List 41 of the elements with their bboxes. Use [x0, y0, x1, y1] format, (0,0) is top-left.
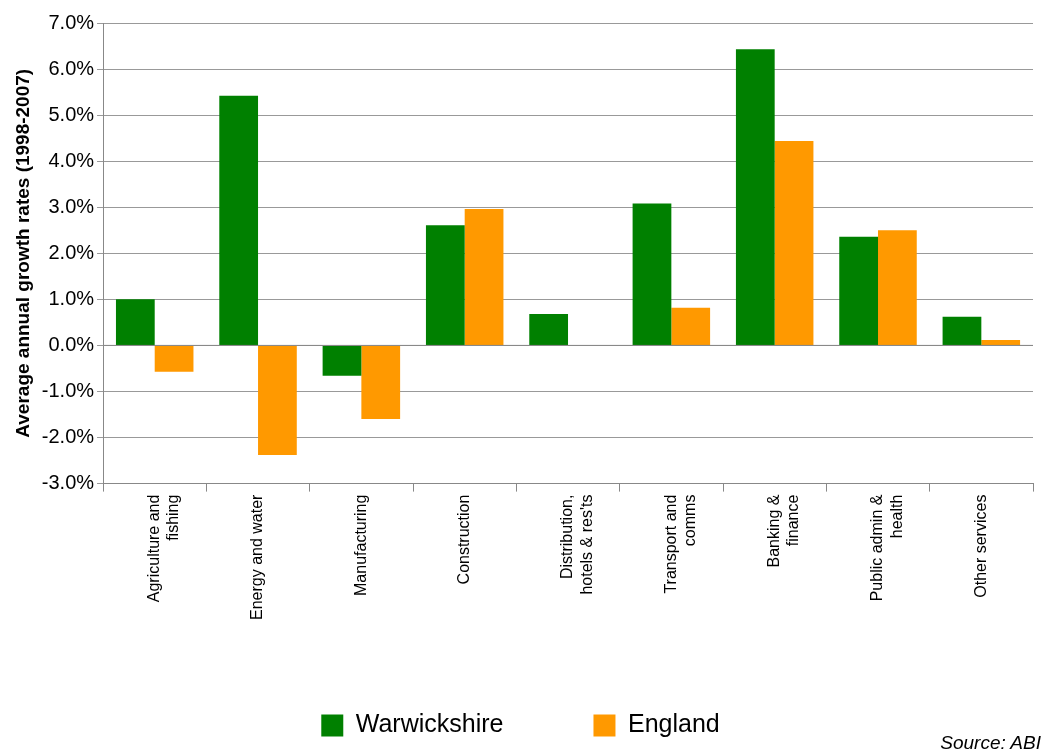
bar: [258, 345, 297, 456]
y-tick-label: 4.0%: [48, 148, 95, 171]
y-tick-label: -3.0%: [41, 471, 95, 494]
source-note: Source: ABI: [940, 732, 1041, 754]
y-tick-label: -1.0%: [41, 378, 95, 401]
bar: [154, 345, 194, 372]
bar: [632, 203, 672, 345]
bar: [464, 209, 504, 345]
y-tick-label: 6.0%: [48, 56, 95, 79]
x-tick-label: Agriculture and fishing: [145, 494, 182, 603]
y-tick-label: 2.0%: [48, 240, 95, 263]
bar: [671, 307, 711, 345]
y-axis-title: Average annual growth rates (1998-2007): [11, 68, 33, 438]
x-tick-label: Distribution, hotels & res'ts: [558, 494, 595, 595]
bar: [529, 314, 569, 345]
x-tick-label: Manufacturing: [351, 494, 369, 596]
bar: [735, 49, 775, 345]
bar: [322, 345, 362, 376]
bar: [981, 339, 1021, 345]
y-tick-label: 3.0%: [48, 194, 95, 217]
bar: [942, 316, 982, 345]
x-tick-label: Energy and water: [248, 493, 266, 620]
y-tick-label: -2.0%: [41, 425, 95, 448]
y-tick-label: 7.0%: [48, 10, 95, 33]
bar: [361, 345, 401, 420]
bar: [839, 236, 879, 345]
bar: [774, 140, 814, 345]
bar: [115, 299, 155, 345]
bar: [219, 95, 259, 345]
x-tick-label: Public admin & health: [868, 494, 905, 602]
y-tick-label: 0.0%: [48, 332, 95, 355]
y-tick-label: 5.0%: [48, 102, 95, 125]
bar: [878, 230, 917, 345]
x-tick-label: Other services: [971, 494, 989, 598]
x-tick-label: Construction: [455, 494, 473, 585]
legend-label: Warwickshire: [355, 709, 504, 738]
bar: [425, 225, 465, 345]
x-tick-label: Transport and comms: [661, 494, 698, 594]
legend-label: England: [627, 709, 720, 738]
y-tick-label: 1.0%: [48, 286, 95, 309]
x-tick-label: Banking & finance: [765, 494, 802, 568]
